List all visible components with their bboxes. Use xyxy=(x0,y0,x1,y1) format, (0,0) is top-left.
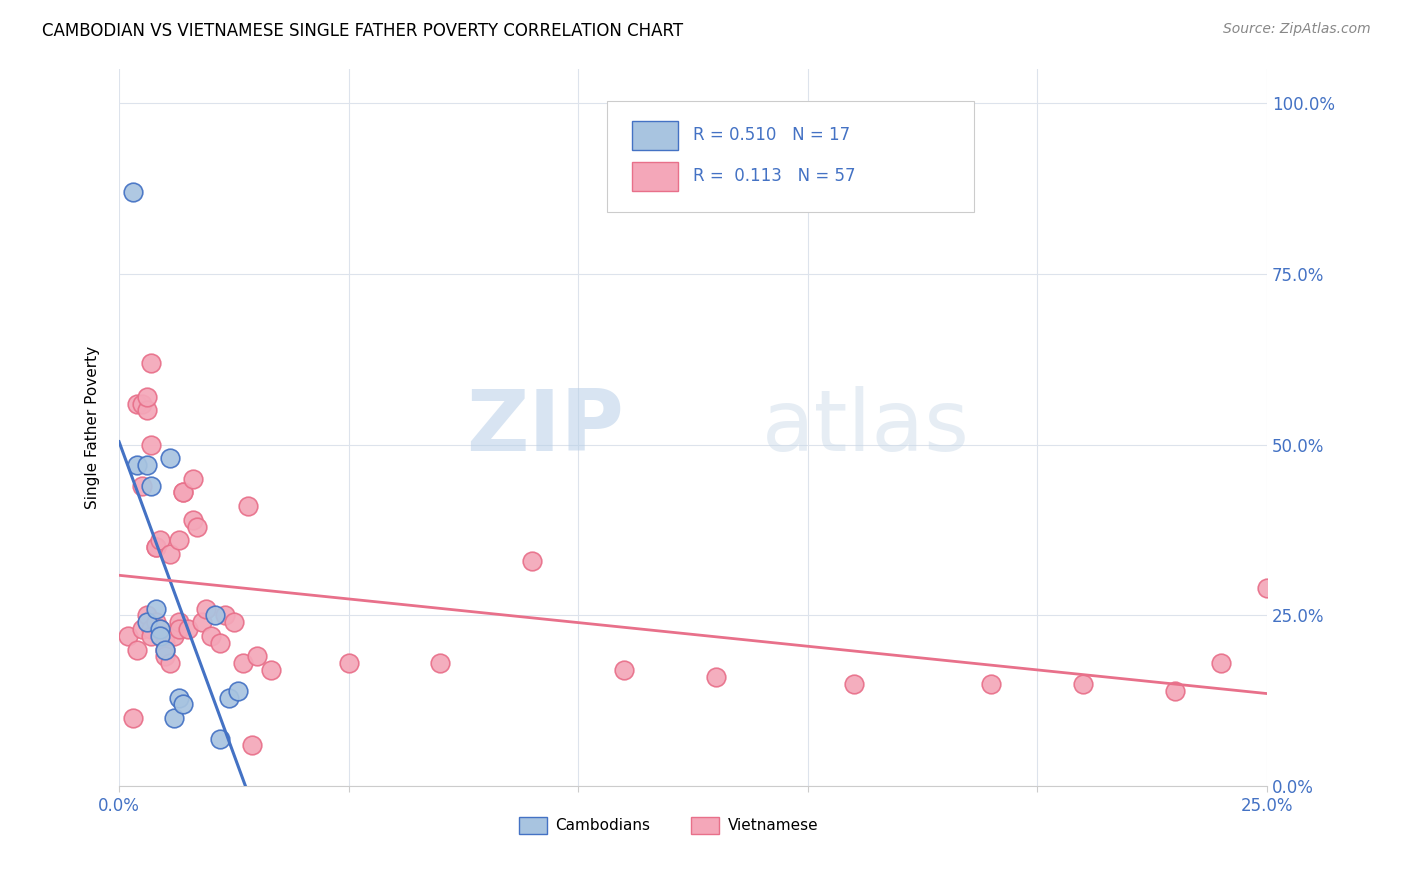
FancyBboxPatch shape xyxy=(633,121,678,150)
Point xyxy=(200,629,222,643)
Point xyxy=(135,608,157,623)
Point xyxy=(153,649,176,664)
Point xyxy=(145,615,167,630)
Point xyxy=(236,499,259,513)
Point xyxy=(195,601,218,615)
Point xyxy=(222,615,245,630)
Text: CAMBODIAN VS VIETNAMESE SINGLE FATHER POVERTY CORRELATION CHART: CAMBODIAN VS VIETNAMESE SINGLE FATHER PO… xyxy=(42,22,683,40)
Point xyxy=(159,657,181,671)
Point xyxy=(1071,677,1094,691)
Point xyxy=(153,642,176,657)
Point xyxy=(337,657,360,671)
Point xyxy=(1256,581,1278,595)
Point xyxy=(167,615,190,630)
Point xyxy=(131,478,153,492)
Point xyxy=(204,608,226,623)
Point xyxy=(163,711,186,725)
FancyBboxPatch shape xyxy=(633,161,678,191)
Point xyxy=(135,615,157,630)
Point xyxy=(232,657,254,671)
Point xyxy=(141,622,163,636)
Point xyxy=(167,533,190,548)
Point xyxy=(228,683,250,698)
Point xyxy=(153,636,176,650)
Point xyxy=(121,185,143,199)
Point xyxy=(141,629,163,643)
Point xyxy=(522,554,544,568)
Point xyxy=(181,472,204,486)
Point xyxy=(1209,657,1232,671)
Y-axis label: Single Father Poverty: Single Father Poverty xyxy=(86,346,100,509)
Point xyxy=(149,533,172,548)
Point xyxy=(214,608,236,623)
Text: Source: ZipAtlas.com: Source: ZipAtlas.com xyxy=(1223,22,1371,37)
FancyBboxPatch shape xyxy=(519,816,547,835)
Point xyxy=(159,451,181,466)
Text: atlas: atlas xyxy=(762,386,970,469)
Point xyxy=(145,540,167,554)
Point xyxy=(159,547,181,561)
Point xyxy=(121,711,143,725)
Point xyxy=(259,663,281,677)
Point xyxy=(127,642,149,657)
Point xyxy=(149,629,172,643)
Text: Cambodians: Cambodians xyxy=(555,818,650,833)
Point xyxy=(167,690,190,705)
Point xyxy=(131,622,153,636)
Point xyxy=(145,540,167,554)
Point xyxy=(177,622,200,636)
Text: ZIP: ZIP xyxy=(467,386,624,469)
Point xyxy=(842,677,865,691)
Point xyxy=(117,629,139,643)
Text: R = 0.510   N = 17: R = 0.510 N = 17 xyxy=(693,127,851,145)
Point xyxy=(209,731,232,746)
Point xyxy=(172,485,194,500)
Point xyxy=(246,649,269,664)
Point xyxy=(153,642,176,657)
Point xyxy=(181,513,204,527)
Point xyxy=(127,458,149,472)
Text: Vietnamese: Vietnamese xyxy=(727,818,818,833)
Point xyxy=(704,670,727,684)
Point xyxy=(145,601,167,615)
Point xyxy=(1164,683,1187,698)
Point xyxy=(135,458,157,472)
Point xyxy=(240,739,263,753)
FancyBboxPatch shape xyxy=(690,816,720,835)
Point xyxy=(141,478,163,492)
Text: R =  0.113   N = 57: R = 0.113 N = 57 xyxy=(693,167,855,186)
Point xyxy=(218,690,240,705)
Point xyxy=(613,663,636,677)
Point xyxy=(172,485,194,500)
Point xyxy=(167,622,190,636)
Point xyxy=(135,390,157,404)
FancyBboxPatch shape xyxy=(607,101,974,212)
Point xyxy=(186,519,208,533)
Point xyxy=(190,615,212,630)
Point xyxy=(127,396,149,410)
Point xyxy=(141,437,163,451)
Point xyxy=(131,396,153,410)
Point xyxy=(149,622,172,636)
Point xyxy=(429,657,451,671)
Point xyxy=(980,677,1002,691)
Point xyxy=(153,629,176,643)
Point xyxy=(163,629,186,643)
Point xyxy=(141,355,163,369)
Point xyxy=(209,636,232,650)
Point xyxy=(149,622,172,636)
Point xyxy=(135,403,157,417)
Point xyxy=(172,698,194,712)
